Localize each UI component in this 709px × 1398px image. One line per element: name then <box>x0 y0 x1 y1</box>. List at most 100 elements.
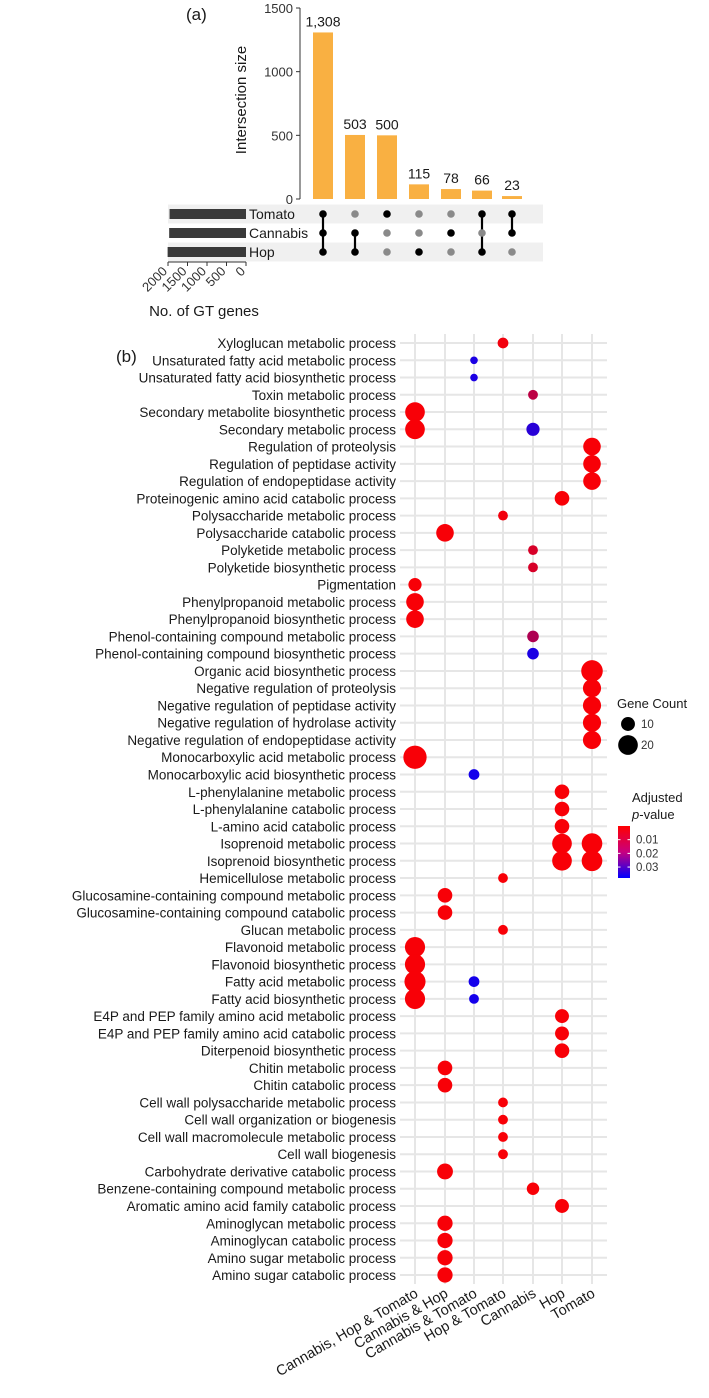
membership-dot-empty <box>447 248 455 256</box>
dotplot-point <box>404 937 426 958</box>
dotplot-panel: (b) Xyloglucan metabolic process Unsatura… <box>72 334 687 1380</box>
term-label: Aminoglycan catabolic process <box>211 1234 397 1249</box>
membership-dot-filled <box>351 248 359 256</box>
term-label: Pigmentation <box>317 578 396 593</box>
term-label: Cell wall macromolecule metabolic proces… <box>138 1130 396 1145</box>
dotplot-point <box>554 818 570 834</box>
intersection-bars: 1,308 503 500 115 78 66 23 <box>305 13 522 200</box>
dotplot-point <box>470 373 478 382</box>
dotplot-point <box>436 524 454 542</box>
term-label: E4P and PEP family amino acid metabolic … <box>93 1009 396 1024</box>
gene-count-legend: Gene Count 10 20 <box>617 696 687 755</box>
dotplot-point <box>582 713 602 732</box>
membership-dot-filled <box>319 248 327 256</box>
set-size-bar <box>169 209 246 219</box>
set-size-bar <box>169 228 246 238</box>
term-label: Chitin metabolic process <box>249 1061 396 1076</box>
term-label: Cell wall polysaccharide metabolic proce… <box>139 1095 396 1110</box>
membership-dot-empty <box>383 229 391 237</box>
membership-dot-filled <box>478 248 486 256</box>
pvalue-legend: Adjusted p-value 0.010.02 0.03 <box>618 790 683 878</box>
bar-value-label: 500 <box>375 116 399 132</box>
dotplot-point <box>469 993 479 1004</box>
pvalue-legend-title-line1: Adjusted <box>632 790 683 805</box>
term-label: Aromatic amino acid family catabolic pro… <box>127 1199 397 1214</box>
gene-count-legend-label: 20 <box>641 740 654 752</box>
set-size-bar <box>167 247 246 257</box>
term-label: Phenylpropanoid metabolic process <box>182 595 396 610</box>
membership-dot-filled <box>447 229 455 237</box>
term-label: Glucosamine-containing compound cataboli… <box>76 906 396 921</box>
intersection-bar <box>472 190 492 199</box>
term-label: Regulation of peptidase activity <box>209 457 396 472</box>
dotplot-point <box>581 850 603 872</box>
intersection-size-axis-title: Intersection size <box>233 46 250 154</box>
dotplot-point <box>437 1077 453 1093</box>
dotplot-point <box>555 1009 569 1024</box>
dotplot-points <box>403 337 603 1283</box>
membership-matrix: Tomato Cannabis Hop <box>168 204 543 262</box>
term-label: Carbohydrate derivative catabolic proces… <box>145 1164 397 1179</box>
term-label: Negative regulation of peptidase activit… <box>157 698 396 713</box>
intersection-bar <box>502 196 522 199</box>
term-label: Fatty acid metabolic process <box>225 975 396 990</box>
membership-dot-filled <box>351 229 359 237</box>
term-label: Polyketide metabolic process <box>221 543 396 558</box>
set-name-label: Hop <box>249 244 275 260</box>
dotplot-point <box>555 1199 569 1213</box>
dotplot-point <box>470 356 478 365</box>
dotplot-point <box>583 472 601 490</box>
dotplot-point <box>554 1043 570 1058</box>
term-label: Cell wall organization or biogenesis <box>184 1113 396 1128</box>
term-label: Chitin catabolic process <box>253 1078 396 1093</box>
bar-value-label: 66 <box>474 172 490 188</box>
dotplot-point <box>528 389 538 400</box>
term-label: Polysaccharide metabolic process <box>192 509 396 524</box>
dotplot-point <box>581 660 603 682</box>
dotplot-point <box>528 562 538 573</box>
membership-dot-filled <box>508 229 516 237</box>
term-label: Regulation of proteolysis <box>248 440 396 455</box>
dotplot-point <box>582 730 602 750</box>
term-label: Glucan metabolic process <box>241 923 397 938</box>
membership-dot-empty <box>415 229 423 237</box>
bar-value-label: 78 <box>443 170 459 186</box>
term-label: Regulation of endopeptidase activity <box>179 474 396 489</box>
term-label: Diterpenoid biosynthetic process <box>201 1044 396 1059</box>
dotplot-point <box>437 1267 453 1283</box>
term-label: Amino sugar catabolic process <box>212 1268 396 1283</box>
dotplot-point <box>554 491 570 506</box>
term-label: Polyketide biosynthetic process <box>208 560 397 575</box>
term-label: Glucosamine-containing compound metaboli… <box>72 888 396 903</box>
set-name-label: Tomato <box>249 206 295 222</box>
dotplot-point <box>497 337 509 349</box>
term-label: L-phenylalanine catabolic process <box>193 802 397 817</box>
term-label: Hemicellulose metabolic process <box>199 871 396 886</box>
dotplot-point <box>404 954 426 975</box>
gene-count-legend-key <box>618 735 638 755</box>
term-label: Aminoglycan metabolic process <box>206 1216 396 1231</box>
term-label: Fatty acid biosynthetic process <box>211 992 396 1007</box>
intersection-bar <box>409 184 429 199</box>
dotplot-point <box>554 801 570 817</box>
term-label: E4P and PEP family amino acid catabolic … <box>98 1026 396 1041</box>
intersection-bar <box>313 32 333 200</box>
membership-dot-filled <box>383 210 391 218</box>
dotplot-point <box>583 455 601 473</box>
term-label: Negative regulation of hydrolase activit… <box>157 716 396 731</box>
term-label: Benzene-containing compound metabolic pr… <box>97 1182 396 1197</box>
upset-panel: (a) Intersection size 0 500 1000 1500 1,308… <box>139 1 543 320</box>
dotplot-point <box>526 422 540 436</box>
dotplot-point <box>437 1060 453 1076</box>
y-tick-label: 1000 <box>264 65 293 80</box>
membership-dot-empty <box>478 229 486 237</box>
term-label: Phenol-containing compound metabolic pro… <box>109 629 397 644</box>
term-label: Cell wall biogenesis <box>277 1147 396 1162</box>
membership-dot-empty <box>383 248 391 256</box>
dotplot-point <box>404 971 426 993</box>
dotplot-point <box>555 1026 569 1041</box>
dotplot-point <box>437 1215 453 1231</box>
dotplot-point <box>405 419 425 440</box>
dotplot-point <box>468 976 480 988</box>
